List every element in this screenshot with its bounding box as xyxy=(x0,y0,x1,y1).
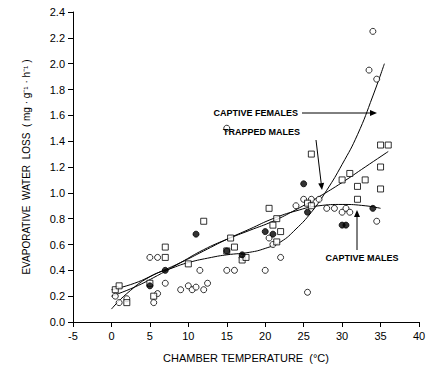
svg-text:2.2: 2.2 xyxy=(50,32,65,44)
svg-text:CHAMBER TEMPERATURE (°C): CHAMBER TEMPERATURE (°C) xyxy=(163,352,329,364)
svg-text:1.2: 1.2 xyxy=(50,161,65,173)
svg-text:0.2: 0.2 xyxy=(50,290,65,302)
svg-text:35: 35 xyxy=(374,330,386,342)
svg-text:5: 5 xyxy=(147,330,153,342)
svg-text:10: 10 xyxy=(182,330,194,342)
svg-text:TRAPPED MALES: TRAPPED MALES xyxy=(223,127,300,137)
svg-text:0.6: 0.6 xyxy=(50,239,65,251)
svg-text:0.4: 0.4 xyxy=(50,264,65,276)
svg-text:CAPTIVE FEMALES: CAPTIVE FEMALES xyxy=(213,108,298,118)
svg-text:0: 0 xyxy=(108,330,114,342)
svg-text:25: 25 xyxy=(298,330,310,342)
svg-text:1.6: 1.6 xyxy=(50,109,65,121)
svg-text:20: 20 xyxy=(259,330,271,342)
svg-text:CAPTIVE MALES: CAPTIVE MALES xyxy=(325,253,398,263)
svg-text:2.4: 2.4 xyxy=(50,6,65,18)
svg-text:40: 40 xyxy=(413,330,425,342)
svg-text:-5: -5 xyxy=(68,330,78,342)
svg-text:15: 15 xyxy=(221,330,233,342)
svg-text:0.8: 0.8 xyxy=(50,213,65,225)
svg-text:EVAPORATIVE WATER LOSS ( mg: EVAPORATIVE WATER LOSS ( mg · g⁻¹ · h⁻¹ … xyxy=(21,59,32,274)
svg-text:0.0: 0.0 xyxy=(50,316,65,328)
svg-text:30: 30 xyxy=(336,330,348,342)
svg-text:1.4: 1.4 xyxy=(50,135,65,147)
svg-text:1.0: 1.0 xyxy=(50,187,65,199)
svg-text:1.8: 1.8 xyxy=(50,84,65,96)
svg-text:2.0: 2.0 xyxy=(50,58,65,70)
